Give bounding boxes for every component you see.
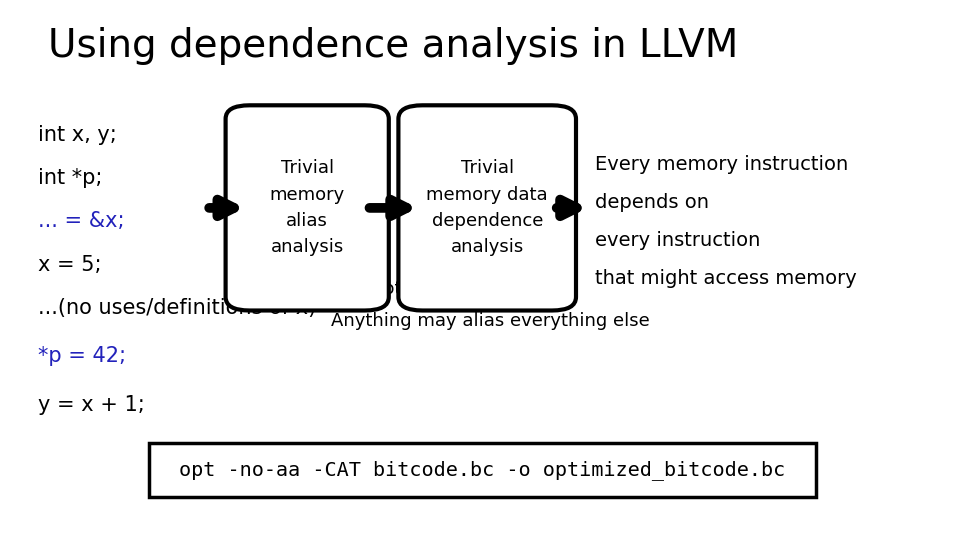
Text: ...(no uses/definitions of x): ...(no uses/definitions of x) <box>38 298 317 318</box>
Text: Nothing must alias: Nothing must alias <box>370 280 539 298</box>
Text: that might access memory: that might access memory <box>595 268 857 288</box>
Bar <box>149 443 816 497</box>
Text: *p = 42;: *p = 42; <box>38 346 127 367</box>
Text: x = 5;: x = 5; <box>38 254 102 275</box>
Text: Every memory instruction: Every memory instruction <box>595 155 849 174</box>
Text: every instruction: every instruction <box>595 231 760 250</box>
Text: Trivial
memory data
dependence
analysis: Trivial memory data dependence analysis <box>426 159 548 256</box>
Text: Trivial
memory
alias
analysis: Trivial memory alias analysis <box>270 159 345 256</box>
Text: y = x + 1;: y = x + 1; <box>38 395 145 415</box>
Text: opt -no-aa -CAT bitcode.bc -o optimized_bitcode.bc: opt -no-aa -CAT bitcode.bc -o optimized_… <box>180 460 785 480</box>
Text: Anything may alias everything else: Anything may alias everything else <box>331 312 650 330</box>
Text: int x, y;: int x, y; <box>38 125 117 145</box>
FancyBboxPatch shape <box>226 105 389 310</box>
FancyBboxPatch shape <box>398 105 576 310</box>
Text: Using dependence analysis in LLVM: Using dependence analysis in LLVM <box>48 27 738 65</box>
Text: int *p;: int *p; <box>38 168 103 188</box>
Text: depends on: depends on <box>595 193 709 212</box>
Text: ... = &x;: ... = &x; <box>38 211 125 232</box>
